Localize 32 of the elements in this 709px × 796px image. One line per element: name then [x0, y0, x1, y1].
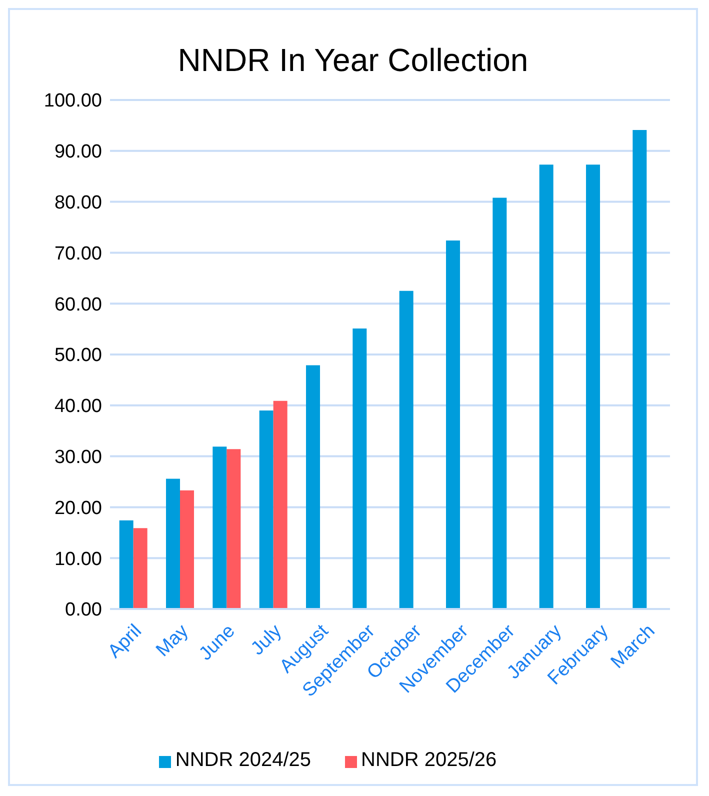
bar — [259, 410, 274, 609]
x-tick-label: July — [247, 620, 286, 660]
bar — [212, 446, 227, 609]
x-tick-label: May — [152, 620, 193, 661]
bar — [180, 490, 194, 609]
y-tick-label: 10.00 — [54, 548, 102, 570]
chart-title: NNDR In Year Collection — [176, 42, 530, 80]
bar — [226, 449, 241, 609]
bar — [352, 328, 367, 609]
legend-label: NNDR 2024/25 — [175, 749, 311, 771]
y-tick-label: 80.00 — [54, 192, 102, 214]
y-tick-label: 40.00 — [54, 396, 102, 418]
bar — [306, 365, 320, 609]
bar — [119, 520, 134, 609]
y-tick-label: 90.00 — [54, 142, 102, 163]
bar — [399, 290, 414, 609]
bar — [586, 164, 600, 609]
bar — [492, 198, 507, 609]
bar — [166, 478, 180, 609]
bar — [133, 528, 148, 609]
y-tick-label: 50.00 — [54, 345, 102, 366]
bar — [446, 240, 460, 609]
bar — [632, 130, 647, 609]
y-tick-label: 20.00 — [54, 498, 102, 519]
y-tick-label: 70.00 — [54, 243, 102, 264]
y-tick-label: 30.00 — [54, 447, 102, 468]
y-tick-label: 60.00 — [54, 294, 102, 316]
bar — [539, 164, 554, 609]
bar — [273, 400, 288, 609]
y-tick-label: 100.00 — [44, 90, 102, 112]
legend-label: NNDR 2025/26 — [361, 749, 497, 771]
y-tick-label: 0.00 — [65, 600, 102, 621]
